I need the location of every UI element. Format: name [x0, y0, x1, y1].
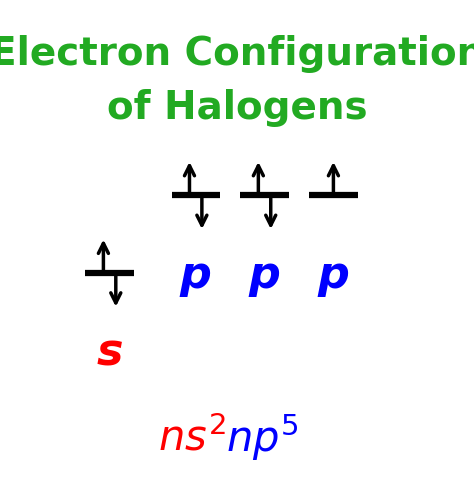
Text: of Halogens: of Halogens — [107, 89, 367, 127]
Text: p: p — [180, 254, 211, 297]
Text: $ns^2$: $ns^2$ — [158, 417, 226, 459]
Text: s: s — [96, 331, 123, 374]
Text: $np^5$: $np^5$ — [227, 413, 299, 464]
Text: p: p — [318, 254, 349, 297]
Text: p: p — [248, 254, 281, 297]
Text: Electron Configuration: Electron Configuration — [0, 35, 474, 73]
